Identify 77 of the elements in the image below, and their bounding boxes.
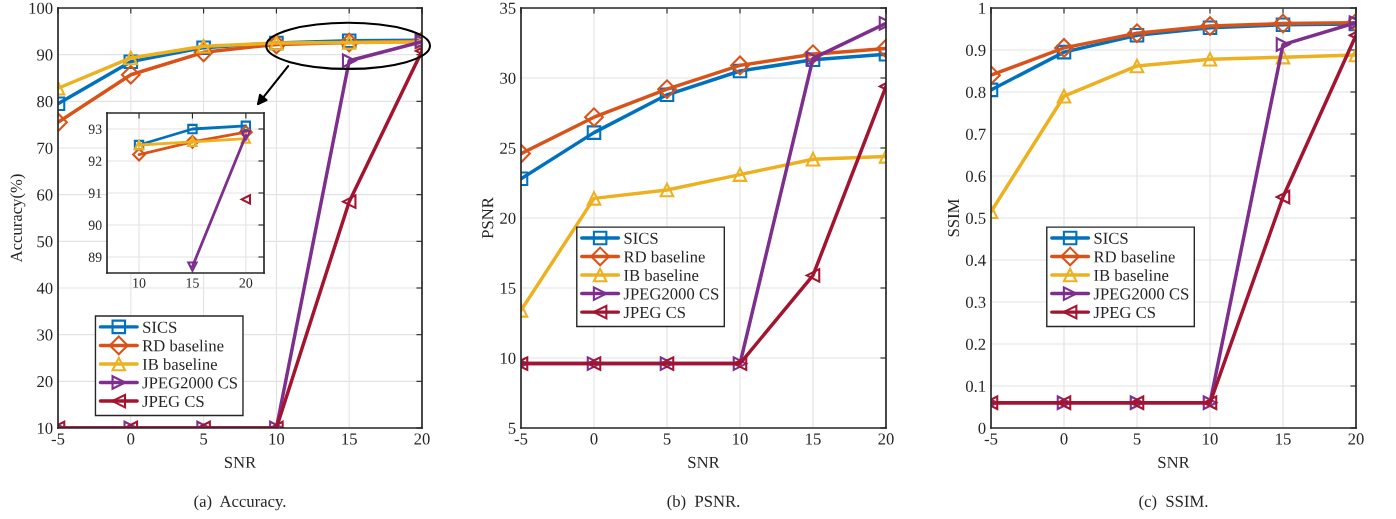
legend-label: SICS (624, 232, 658, 244)
x-tick-label: 5 (663, 433, 671, 445)
x-tick-label: -5 (51, 433, 65, 445)
y-tick-label: 0.6 (965, 170, 986, 183)
y-tick-label: 60 (37, 189, 53, 201)
x-tick-label: 20 (239, 278, 253, 288)
x-tick-label: 15 (186, 278, 199, 288)
y-tick-label: 20 (500, 212, 516, 224)
legend-label: JPEG2000 CS (623, 288, 719, 300)
legend-label: SICS (1094, 232, 1128, 244)
y-tick-label: 80 (37, 96, 53, 108)
x-tick-label: 15 (806, 433, 821, 445)
x-tick-label: 15 (342, 433, 357, 445)
legend-label: RD baseline (623, 250, 705, 263)
legend-label: IB baseline (624, 269, 699, 282)
x-tick-label: 10 (269, 433, 285, 445)
legend-label: IB baseline (1094, 269, 1169, 282)
y-tick-label: 70 (37, 142, 53, 154)
x-tick-label: 20 (414, 433, 430, 445)
x-tick-label: 15 (1276, 433, 1291, 445)
y-tick-label: 0.4 (965, 254, 986, 267)
y-tick-label: 30 (500, 72, 516, 84)
legend-label: JPEG CS (623, 306, 685, 319)
x-tick-label: 10 (133, 278, 146, 288)
y-axis-title: SSIM (947, 199, 960, 237)
y-tick-label: 0.2 (965, 338, 986, 351)
legend-label: RD baseline (1093, 250, 1175, 263)
y-tick-label: 91 (88, 188, 102, 198)
legend-label: JPEG CS (1093, 306, 1155, 319)
y-tick-label: 0 (978, 422, 986, 434)
legend-label: IB baseline (142, 358, 217, 370)
y-axis-title: Accuracy(%) (10, 174, 26, 263)
x-tick-label: 0 (1060, 433, 1068, 445)
y-tick-label: 0.5 (965, 212, 986, 225)
y-tick-label: 100 (29, 2, 53, 14)
x-axis-title: SNR (224, 456, 257, 469)
legend-label: RD baseline (142, 339, 224, 352)
x-tick-label: 0 (590, 433, 598, 445)
y-tick-label: 0.9 (965, 44, 986, 57)
x-tick-label: 10 (733, 433, 748, 445)
text: (a) Accuracy. (194, 495, 286, 511)
y-tick-label: 20 (37, 376, 53, 388)
y-axis-title: PSNR (482, 197, 494, 239)
y-tick-label: 0.1 (965, 380, 986, 393)
y-tick-label: 50 (37, 236, 53, 248)
y-tick-label: 1 (979, 2, 986, 14)
y-tick-label: 35 (500, 2, 516, 14)
y-tick-label: 25 (500, 142, 516, 154)
y-tick-label: 0.3 (965, 296, 986, 309)
y-tick-label: 90 (37, 49, 53, 61)
y-tick-label: 30 (37, 329, 53, 341)
x-tick-label: -5 (984, 433, 998, 445)
legend-label: SICS (143, 321, 177, 333)
x-tick-label: 10 (1203, 433, 1218, 445)
y-tick-label: 40 (36, 282, 53, 294)
y-tick-label: 10 (500, 352, 516, 364)
x-tick-label: 20 (1348, 433, 1364, 445)
text: (b) PSNR. (667, 495, 740, 511)
x-tick-label: 0 (127, 433, 135, 445)
y-tick-label: 0.8 (965, 86, 986, 99)
text: (c) SSIM. (1139, 495, 1208, 511)
x-axis-title: SNR (1158, 456, 1190, 469)
y-tick-label: 90 (88, 220, 102, 230)
x-tick-label: 20 (878, 433, 894, 445)
y-tick-label: 5 (508, 422, 516, 434)
legend-label: JPEG2000 CS (1093, 288, 1189, 300)
legend-label: JPEG CS (142, 395, 204, 408)
x-axis-title: SNR (688, 456, 720, 469)
x-tick-label: -5 (514, 433, 528, 445)
y-tick-label: 10 (37, 422, 53, 434)
y-tick-label: 89 (88, 252, 102, 262)
x-tick-label: 5 (200, 433, 208, 445)
y-tick-label: 0.7 (965, 128, 986, 141)
y-tick-label: 93 (88, 124, 102, 134)
x-tick-label: 5 (1133, 433, 1141, 445)
legend-label: JPEG2000 CS (142, 377, 237, 389)
y-tick-label: 92 (88, 156, 102, 166)
